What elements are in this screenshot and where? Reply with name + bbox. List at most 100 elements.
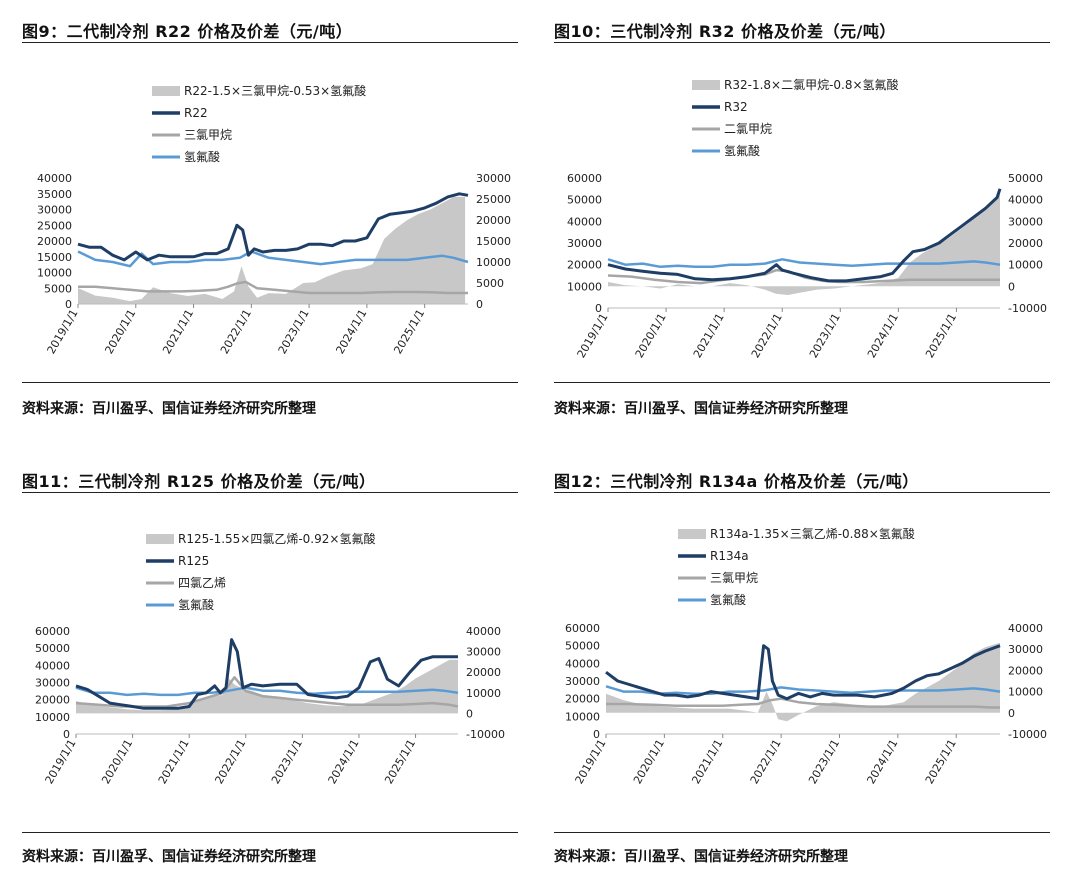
y-tick-label-left: 10000 [567,280,602,293]
y-tick-label-left: 25000 [37,219,72,232]
y-tick-label-right: 10000 [476,256,511,269]
y-tick-label-left: 60000 [565,622,600,635]
source-rule [554,832,1050,833]
series-line-raw-material [78,280,468,295]
chart-title: 图9：二代制冷剂 R22 价格及价差（元/吨） [22,22,353,41]
x-tick-label: 2023/1/1 [807,311,843,360]
legend-label: 氢氟酸 [178,597,214,612]
y-tick-label-right: 10000 [1008,686,1043,699]
title-rule [554,492,1050,493]
x-tick-label: 2021/1/1 [156,737,192,786]
series-line-hf [75,686,459,697]
x-tick-label: 2022/1/1 [748,737,784,786]
source-note: 资料来源：百川盈孚、国信证券经济研究所整理 [22,401,316,417]
y-tick-label-right: 50000 [1008,172,1043,185]
x-tick-label: 2019/1/1 [45,307,81,356]
y-axis-left: 0 10000 20000 30000 40000 50000 60000 [567,172,602,315]
y-tick-label-right: -10000 [1008,728,1047,741]
x-axis: 2019/1/1 2020/1/1 2021/1/1 2022/1/1 2023/1/1… [43,734,418,786]
x-tick-label: 2020/1/1 [633,311,669,360]
x-tick-label: 2024/1/1 [326,737,362,786]
title-rule [22,492,518,493]
y-tick-label-right: 0 [1008,280,1015,293]
y-tick-label-left: 5000 [44,282,72,295]
y-axis-left: 0 10000 20000 30000 40000 50000 60000 [35,625,70,741]
legend-label: 氢氟酸 [710,592,746,607]
x-tick-label: 2020/1/1 [631,737,667,786]
x-tick-label: 2023/1/1 [276,307,312,356]
legend-swatch [146,534,174,544]
legend-label: R125-1.55×四氯乙烯-0.92×氢氟酸 [178,531,375,546]
chart-panel-r134a: 图12：三代制冷剂 R134a 价格及价差（元/吨） R134a-1.35×三氯… [554,468,1054,868]
x-tick-label: 2024/1/1 [334,307,370,356]
x-tick-label: 2019/1/1 [573,737,609,786]
x-tick-label: 2021/1/1 [160,307,196,356]
legend-label: R22-1.5×三氯甲烷-0.53×氢氟酸 [184,83,366,98]
y-tick-label-right: 0 [466,707,473,720]
x-tick-label: 2024/1/1 [865,311,901,360]
x-tick-label: 2023/1/1 [269,737,305,786]
x-tick-label: 2025/1/1 [923,311,959,360]
y-tick-label-left: 50000 [567,194,602,207]
x-axis: 2019/1/1 2020/1/1 2021/1/1 2022/1/1 2023/1/1… [573,734,959,786]
y-tick-label-left: 30000 [567,237,602,250]
source-note: 资料来源：百川盈孚、国信证券经济研究所整理 [22,849,316,865]
series-line-refrigerant [75,638,458,710]
x-tick-label: 2019/1/1 [43,737,79,786]
x-tick-label: 2022/1/1 [749,311,785,360]
chart-title: 图11：三代制冷剂 R125 价格及价差（元/吨） [22,472,376,491]
y-tick-label-right: 15000 [476,235,511,248]
series-line-hf [607,258,1001,269]
y-tick-label-right: -10000 [1008,302,1047,315]
y-tick-label-left: 15000 [37,251,72,264]
source-rule [22,832,518,833]
legend-label: 三氯甲烷 [710,571,758,585]
x-tick-label: 2021/1/1 [691,311,727,360]
series-line-raw-material [606,697,1000,709]
legend-label: 二氯甲烷 [724,122,772,136]
y-tick-label-right: 30000 [466,646,501,659]
legend-swatch [678,529,706,539]
y-tick-label-left: 10000 [37,267,72,280]
y-tick-label-left: 30000 [35,677,70,690]
x-tick-label: 2023/1/1 [806,737,842,786]
y-tick-label-right: 40000 [1008,622,1043,635]
chart-panel-r22: 图9：二代制冷剂 R22 价格及价差（元/吨） R22-1.5×三氯甲烷-0.5… [22,18,522,418]
y-axis-right: 0 5000 10000 15000 20000 25000 30000 [476,172,511,311]
series-line-refrigerant [607,188,1002,283]
y-tick-label-left: 10000 [565,710,600,723]
y-tick-label-right: 10000 [466,687,501,700]
x-tick-label: 2022/1/1 [218,307,254,356]
chart-title: 图12：三代制冷剂 R134a 价格及价差（元/吨） [554,472,919,491]
legend-label: R32-1.8×二氯甲烷-0.8×氢氟酸 [724,77,899,92]
y-tick-label-left: 20000 [35,694,70,707]
y-tick-label-right: 0 [1008,707,1015,720]
series-area-spread [76,659,458,714]
y-tick-label-left: 40000 [37,172,72,185]
y-tick-label-right: 0 [476,298,483,311]
series-line-raw-material [75,676,459,708]
x-tick-label: 2020/1/1 [102,307,138,356]
y-tick-label-right: 20000 [1008,664,1043,677]
y-tick-label-left: 30000 [565,675,600,688]
y-tick-label-left: 0 [595,302,602,315]
y-axis-right: -10000 0 10000 20000 30000 40000 [1008,622,1047,741]
legend-swatch [692,80,720,90]
y-tick-label-left: 20000 [37,235,72,248]
y-tick-label-left: 20000 [565,693,600,706]
chart-panel-r125: 图11：三代制冷剂 R125 价格及价差（元/吨） R125-1.55×四氯乙烯… [22,468,522,868]
source-rule [22,382,518,383]
y-tick-label-right: 40000 [466,625,501,638]
x-tick-label: 2020/1/1 [99,737,135,786]
series-line-hf [605,685,1001,695]
x-tick-label: 2021/1/1 [689,737,725,786]
y-tick-label-right: 30000 [1008,215,1043,228]
y-tick-label-left: 0 [65,298,72,311]
y-tick-label-right: 25000 [476,193,511,206]
